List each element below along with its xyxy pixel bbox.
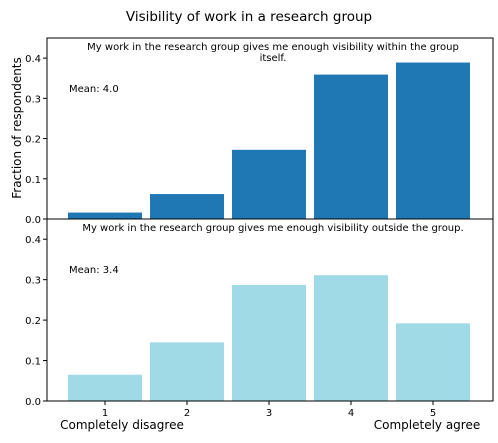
mean-annotation: Mean: 4.0: [69, 84, 119, 95]
scale-right-label: Completely agree: [374, 418, 481, 432]
x-tick-label: 5: [430, 408, 436, 419]
y-tick-label: 0.4: [25, 235, 41, 246]
bar-5: [396, 62, 470, 220]
x-tick-label: 3: [266, 408, 272, 419]
bar-4: [314, 275, 388, 401]
y-tick-label: 0.2: [25, 316, 41, 327]
figure-title: Visibility of work in a research group: [126, 9, 372, 25]
bar-2: [150, 342, 224, 401]
x-tick-label: 1: [102, 408, 108, 419]
panel-2: 0.0 0.1 0.2 0.3 0.4 1 2 3 4 5 My work in the resea…: [25, 218, 494, 419]
bar-1: [68, 374, 142, 401]
y-tick-label: 0.0: [25, 397, 41, 408]
y-axis-label: Fraction of respondents: [10, 57, 24, 199]
x-tick-label: 4: [348, 408, 354, 419]
y-tick-label: 0.3: [25, 94, 41, 105]
panel-title: My work in the research group gives me e…: [82, 223, 463, 234]
panel-title: My work in the research group gives me e…: [87, 42, 459, 53]
bar-1: [68, 212, 142, 219]
y-tick-label: 0.2: [25, 135, 41, 146]
y-tick-label: 0.3: [25, 276, 41, 287]
bar-4: [314, 74, 388, 219]
mean-annotation: Mean: 3.4: [69, 265, 119, 276]
panel-1: 0.0 0.1 0.2 0.3 0.4 My work in the research g…: [25, 37, 494, 226]
y-tick-label: 0.0: [25, 215, 41, 226]
bar-3: [232, 149, 306, 219]
scale-left-label: Completely disagree: [60, 418, 184, 432]
y-tick-label: 0.1: [25, 357, 41, 368]
bar-5: [396, 323, 470, 401]
y-tick-label: 0.4: [25, 54, 41, 65]
bar-3: [232, 284, 306, 401]
panel-title: itself.: [260, 53, 287, 64]
axes-frame: [46, 218, 494, 402]
x-tick-label: 2: [184, 408, 190, 419]
y-tick-label: 0.1: [25, 175, 41, 186]
bar-2: [150, 194, 224, 219]
